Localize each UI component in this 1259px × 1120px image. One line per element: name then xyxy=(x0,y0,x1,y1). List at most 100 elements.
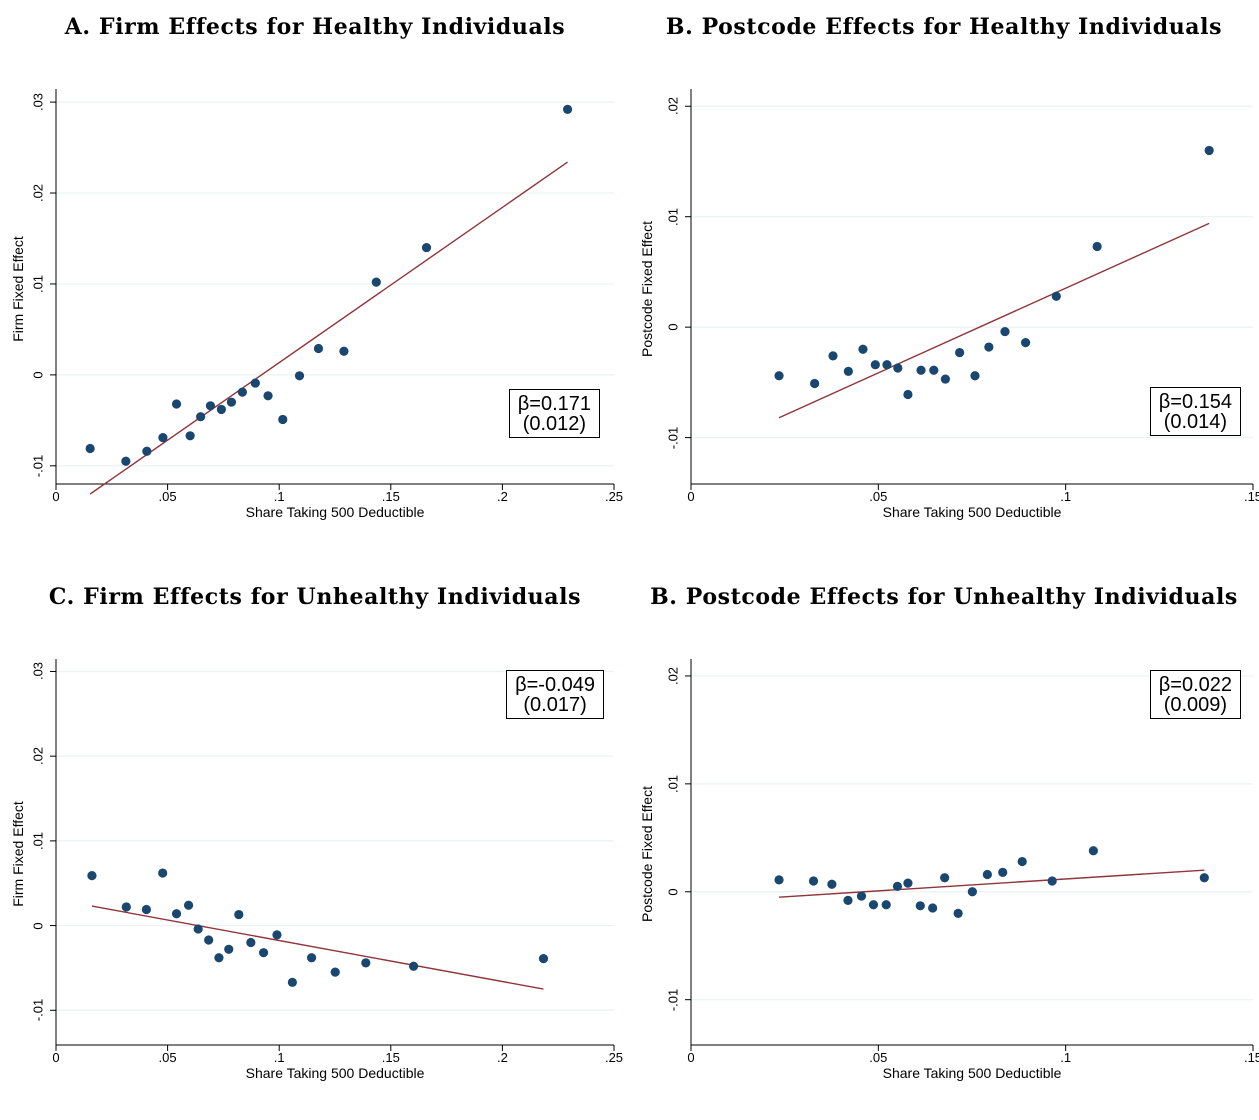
data-point xyxy=(1017,856,1027,867)
y-tick-label: .03 xyxy=(30,662,46,681)
y-axis-label: Firm Fixed Effect xyxy=(10,801,26,907)
y-axis-label: Postcode Fixed Effect xyxy=(639,786,655,922)
data-point xyxy=(421,242,432,253)
data-point xyxy=(1092,241,1102,252)
data-point xyxy=(998,867,1008,877)
y-tick-label: .02 xyxy=(665,97,681,116)
x-tick-label: 0 xyxy=(687,1050,695,1065)
coefficient-se: (0.014) xyxy=(1163,411,1228,433)
x-tick-label: 0 xyxy=(52,489,60,504)
y-tick-label: .01 xyxy=(30,831,46,850)
data-point xyxy=(810,378,820,389)
data-point xyxy=(408,961,419,971)
data-point xyxy=(142,446,152,456)
data-point xyxy=(171,909,182,919)
data-point xyxy=(313,343,324,354)
panel-c-firm-unhealthy: C. Firm Effects for Unhealthy Individual… xyxy=(0,570,630,1120)
data-point xyxy=(171,399,182,409)
x-axis-label: Share Taking 500 Deductible xyxy=(245,1065,425,1081)
data-point xyxy=(538,954,549,964)
y-tick-label: .02 xyxy=(30,747,46,766)
panel-title: B. Postcode Effects for Unhealthy Indivi… xyxy=(650,584,1238,610)
data-point xyxy=(868,900,879,910)
data-point xyxy=(1020,338,1031,348)
data-point xyxy=(903,389,913,400)
data-point xyxy=(193,924,203,934)
data-point xyxy=(158,433,168,443)
data-point xyxy=(204,935,214,945)
panel-b-postcode-healthy: B. Postcode Effects for Healthy Individu… xyxy=(629,0,1259,550)
panel-title: A. Firm Effects for Healthy Individuals xyxy=(64,14,566,40)
data-point xyxy=(330,967,340,977)
data-point xyxy=(843,366,853,376)
data-point xyxy=(361,958,371,968)
y-tick-label: .01 xyxy=(30,274,46,293)
panel-a-firm-healthy: A. Firm Effects for Healthy Individuals … xyxy=(0,0,630,550)
data-point xyxy=(955,347,965,358)
y-tick-label: 0 xyxy=(665,888,681,896)
x-tick-label: .1 xyxy=(1060,489,1072,504)
data-point xyxy=(808,876,819,886)
data-point xyxy=(903,878,913,888)
data-point xyxy=(158,868,168,878)
data-point xyxy=(843,895,853,906)
y-tick-label: .01 xyxy=(665,774,681,793)
data-point xyxy=(828,351,838,361)
coefficient-beta: β=0.154 xyxy=(1158,391,1232,413)
data-point xyxy=(258,948,269,958)
y-axis-label: Firm Fixed Effect xyxy=(10,235,26,342)
data-point xyxy=(263,391,273,401)
x-axis-label: Share Taking 500 Deductible xyxy=(882,504,1062,520)
x-tick-label: .15 xyxy=(381,1050,400,1065)
x-tick-label: .2 xyxy=(496,1050,508,1065)
data-point xyxy=(87,870,97,881)
data-point xyxy=(870,360,880,370)
x-tick-label: 0 xyxy=(52,1050,60,1065)
y-tick-label: -.01 xyxy=(30,454,46,478)
data-point xyxy=(121,456,131,466)
fit-line xyxy=(778,222,1210,419)
coefficient-se: (0.009) xyxy=(1163,694,1228,716)
x-tick-label: .15 xyxy=(1243,1050,1259,1065)
data-point xyxy=(185,431,195,441)
data-point xyxy=(237,387,247,397)
x-axis-label: Share Taking 500 Deductible xyxy=(245,504,425,520)
data-point xyxy=(940,374,950,384)
data-point xyxy=(1199,873,1209,883)
data-point xyxy=(882,360,892,370)
data-point xyxy=(85,443,95,454)
data-point xyxy=(856,891,867,901)
data-point xyxy=(183,900,194,910)
coefficient-box: β=-0.049 (0.017) xyxy=(506,670,604,719)
data-point xyxy=(893,363,903,373)
coefficient-box: β=0.171 (0.012) xyxy=(508,389,600,438)
data-point xyxy=(928,903,938,913)
data-point xyxy=(881,900,891,910)
data-point xyxy=(121,902,131,912)
data-point xyxy=(287,977,297,987)
y-tick-label: .02 xyxy=(30,183,46,203)
data-point xyxy=(339,346,349,356)
data-point xyxy=(205,401,216,411)
coefficient-beta: β=-0.049 xyxy=(515,674,595,696)
y-tick-label: .03 xyxy=(30,93,46,112)
data-point xyxy=(892,881,903,891)
x-tick-label: .05 xyxy=(869,489,888,504)
data-point xyxy=(226,397,237,407)
data-point xyxy=(982,869,992,880)
data-point xyxy=(858,344,868,354)
data-point xyxy=(1088,846,1098,856)
data-point xyxy=(1051,291,1061,301)
data-point xyxy=(1204,145,1214,156)
data-point xyxy=(984,342,994,352)
y-tick-label: .01 xyxy=(665,207,681,226)
data-point xyxy=(774,371,784,381)
x-tick-label: .1 xyxy=(1060,1050,1072,1065)
data-point xyxy=(278,414,288,425)
data-point xyxy=(1047,876,1057,886)
data-point xyxy=(915,901,925,911)
scatter-plot-area xyxy=(50,659,615,1051)
coefficient-beta: β=0.022 xyxy=(1158,674,1232,696)
data-point xyxy=(306,953,317,963)
fit-line xyxy=(779,869,1205,898)
